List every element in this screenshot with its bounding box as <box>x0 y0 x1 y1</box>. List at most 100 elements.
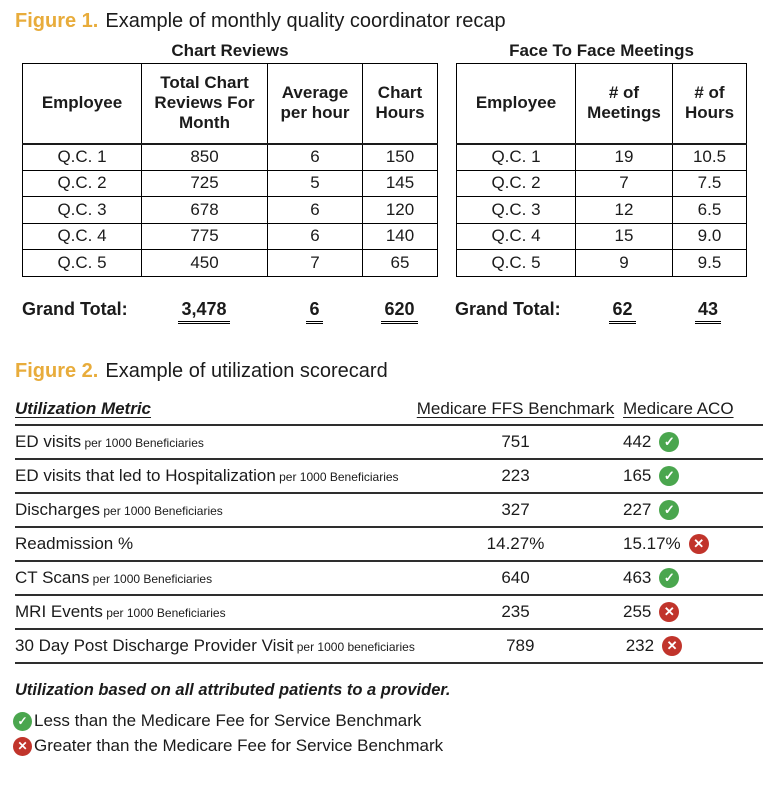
table-cell: 5 <box>267 169 363 197</box>
table-row: Q.C. 5 9 9.5 <box>456 249 747 277</box>
metric-suffix: per 1000 beneficiaries <box>293 639 415 654</box>
metric-label: ED visits that led to Hospitalization pe… <box>15 465 399 485</box>
face-to-face-title: Face To Face Meetings <box>509 41 694 60</box>
scorecard-row: MRI Events per 1000 Beneficiaries 235 255 ✕ <box>15 596 763 630</box>
face-to-face-table: Employee # of Meetings # of Hours Q.C. 1… <box>456 63 747 277</box>
table-row: Q.C. 2 7 7.5 <box>456 169 747 197</box>
aco-number: 255 <box>623 601 652 621</box>
aco-number: 15.17% <box>623 533 681 553</box>
green-check-icon: ✓ <box>13 711 32 731</box>
table-cell: Q.C. 2 <box>22 169 142 197</box>
table-row: Q.C. 3 678 6 120 <box>22 196 438 224</box>
aco-value: 255 ✕ <box>623 601 763 622</box>
table-cell: 678 <box>141 196 268 224</box>
metric-label: Readmission % <box>15 533 134 553</box>
table-cell: 140 <box>362 222 438 250</box>
column-header: Average per hour <box>267 63 363 145</box>
metric-label: 30 Day Post Discharge Provider Visit per… <box>15 635 415 655</box>
benchmark-value: 14.27% <box>486 533 545 553</box>
table-cell: 12 <box>575 196 673 224</box>
aco-column-header: Medicare ACO <box>623 398 734 418</box>
green-check-icon: ✓ <box>659 499 680 520</box>
table-cell: 450 <box>141 249 268 277</box>
chart-reviews-block: Chart Reviews Employee Total Chart Revie… <box>22 41 438 277</box>
column-header: Chart Hours <box>362 63 438 145</box>
aco-number: 165 <box>623 465 652 485</box>
benchmark-value: 223 <box>501 465 530 485</box>
scorecard-note: Utilization based on all attributed pati… <box>15 680 451 699</box>
grand-totals-row: Grand Total: 3,478 6 620 Grand Total: 62… <box>22 299 778 324</box>
metric-suffix: per 1000 Beneficiaries <box>275 469 399 484</box>
table-cell: 6 <box>267 143 363 171</box>
column-header: Total Chart Reviews For Month <box>141 63 268 145</box>
scorecard-row: CT Scans per 1000 Beneficiaries 640 463 ✓ <box>15 562 763 596</box>
aco-value: 463 ✓ <box>623 567 763 588</box>
face-to-face-header-row: Employee # of Meetings # of Hours <box>456 63 747 145</box>
figure2-label: Figure 2. <box>15 359 99 382</box>
grand-total-label: Grand Total: <box>22 298 128 319</box>
aco-value: 442 ✓ <box>623 431 763 452</box>
metric-suffix: per 1000 Beneficiaries <box>100 503 223 518</box>
table-cell: Q.C. 4 <box>22 222 142 250</box>
figure1-tables: Chart Reviews Employee Total Chart Revie… <box>22 41 778 277</box>
table-cell: 65 <box>362 249 438 277</box>
green-check-icon: ✓ <box>659 465 680 486</box>
benchmark-value: 327 <box>501 499 530 519</box>
scorecard-rows: ED visits per 1000 Beneficiaries 751 442 ✓ E… <box>15 426 763 664</box>
table-cell: 6 <box>267 222 363 250</box>
table-cell: 7 <box>267 249 363 277</box>
benchmark-column-header: Medicare FFS Benchmark <box>416 398 615 418</box>
table-cell: 150 <box>362 143 438 171</box>
grand-total-value: 620 <box>362 299 437 324</box>
table-row: Q.C. 4 15 9.0 <box>456 222 747 250</box>
table-cell: 725 <box>141 169 268 197</box>
face-to-face-block: Face To Face Meetings Employee # of Meet… <box>456 41 747 277</box>
table-cell: 9.5 <box>672 249 747 277</box>
table-cell: Q.C. 1 <box>22 143 142 171</box>
table-cell: 120 <box>362 196 438 224</box>
red-x-icon: ✕ <box>662 635 683 656</box>
table-row: Q.C. 4 775 6 140 <box>22 222 438 250</box>
table-cell: Q.C. 2 <box>456 169 576 197</box>
legend-line: ✓ Less than the Medicare Fee for Service … <box>13 709 778 734</box>
table-cell: Q.C. 5 <box>22 249 142 277</box>
column-header: Employee <box>456 63 576 145</box>
scorecard-header-row: Utilization Metric Medicare FFS Benchmar… <box>15 399 763 426</box>
figure2-caption-text: Example of utilization scorecard <box>105 359 388 382</box>
aco-value: 232 ✕ <box>625 635 763 656</box>
legend-text: Less than the Medicare Fee for Service B… <box>34 711 422 730</box>
grand-total-value: 62 <box>574 299 671 324</box>
table-row: Q.C. 2 725 5 145 <box>22 169 438 197</box>
table-cell: 10.5 <box>672 143 747 171</box>
scorecard-row: ED visits that led to Hospitalization pe… <box>15 460 763 494</box>
scorecard-row: ED visits per 1000 Beneficiaries 751 442 ✓ <box>15 426 763 460</box>
column-header: Employee <box>22 63 142 145</box>
table-row: Q.C. 1 850 6 150 <box>22 143 438 171</box>
table-cell: 145 <box>362 169 438 197</box>
benchmark-value: 789 <box>506 635 535 655</box>
table-cell: Q.C. 4 <box>456 222 576 250</box>
metric-suffix: per 1000 Beneficiaries <box>81 435 204 450</box>
table-cell: 7.5 <box>672 169 747 197</box>
chart-reviews-table: Employee Total Chart Reviews For Month A… <box>22 63 438 277</box>
table-cell: 9 <box>575 249 673 277</box>
red-x-icon: ✕ <box>13 736 32 756</box>
column-header: # of Hours <box>672 63 747 145</box>
scorecard-legend: ✓ Less than the Medicare Fee for Service … <box>13 709 778 759</box>
metric-label: CT Scans per 1000 Beneficiaries <box>15 567 213 587</box>
aco-value: 227 ✓ <box>623 499 763 520</box>
grand-total-label: Grand Total: <box>455 298 561 319</box>
scorecard-row: Readmission % 14.27% 15.17% ✕ <box>15 528 763 562</box>
utilization-scorecard: Utilization Metric Medicare FFS Benchmar… <box>15 399 763 664</box>
table-cell: 7 <box>575 169 673 197</box>
aco-number: 232 <box>625 635 655 655</box>
grand-total-value: 6 <box>267 299 362 324</box>
metric-suffix: per 1000 Beneficiaries <box>102 605 226 620</box>
aco-number: 463 <box>623 567 652 587</box>
grand-total-value: 3,478 <box>141 299 267 324</box>
red-x-icon: ✕ <box>659 601 680 622</box>
column-header: # of Meetings <box>575 63 673 145</box>
table-cell: 775 <box>141 222 268 250</box>
scorecard-row: 30 Day Post Discharge Provider Visit per… <box>15 630 763 664</box>
table-cell: Q.C. 3 <box>22 196 142 224</box>
